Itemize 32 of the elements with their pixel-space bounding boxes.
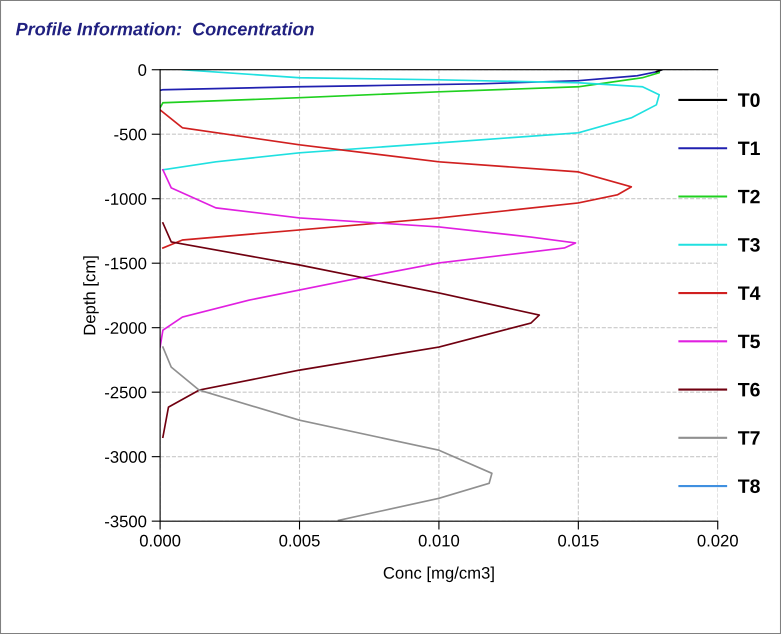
x-axis-title: Conc [mg/cm3]: [384, 566, 494, 582]
legend-label: T7: [738, 431, 760, 445]
legend-label: T0: [738, 93, 760, 107]
line-series: [162, 70, 660, 171]
legend-label: T5: [738, 334, 760, 348]
legend-label: T1: [738, 142, 760, 156]
line-series: [160, 109, 632, 249]
legend-label: T3: [738, 238, 760, 252]
line-series: [160, 70, 660, 109]
y-tick-label: -3000: [105, 451, 146, 463]
legend-label: T4: [738, 286, 760, 300]
y-tick-label: -1000: [105, 193, 146, 205]
legend-label: T6: [738, 382, 760, 397]
line-series: [160, 70, 663, 92]
legend-label: T2: [738, 190, 760, 204]
x-tick-label: 0.010: [418, 534, 460, 547]
x-tick-label: 0.005: [279, 534, 320, 547]
x-tick-label: 0.015: [558, 534, 598, 547]
y-tick-label: -1500: [105, 258, 146, 270]
y-axis-title: Depth [cm]: [83, 256, 99, 334]
x-tick-label: 0.020: [698, 534, 738, 547]
y-tick-label: -500: [114, 128, 146, 140]
legend-label: T8: [738, 479, 760, 494]
line-series: [162, 222, 540, 438]
y-tick-label: 0: [138, 64, 146, 76]
y-tick-label: -2000: [105, 322, 146, 334]
x-tick-label: 0.000: [140, 534, 180, 547]
chart-title: Profile Information: Concentration: [16, 22, 314, 36]
y-tick-label: -2500: [105, 386, 146, 398]
y-tick-label: -3500: [105, 516, 146, 528]
line-series: [162, 346, 493, 522]
line-series: [160, 168, 576, 348]
